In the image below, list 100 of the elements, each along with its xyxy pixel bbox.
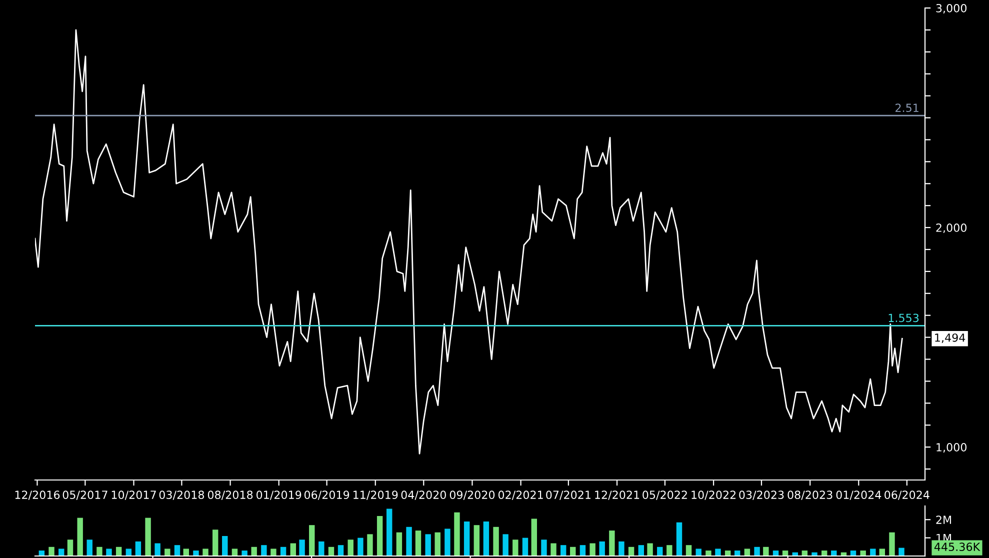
x-tick-label: 05/2017	[62, 490, 108, 500]
x-tick-label: 10/2022	[692, 490, 736, 500]
bar	[77, 518, 83, 556]
x-tick-label: 05/2022	[642, 490, 687, 500]
bar	[116, 546, 122, 556]
text: 1,494	[935, 333, 966, 343]
bar	[483, 521, 490, 556]
y-tick-label: 2,000	[936, 224, 966, 234]
bar	[531, 518, 537, 556]
bar	[754, 546, 760, 556]
bar	[58, 548, 64, 556]
bar	[464, 521, 470, 556]
bar	[367, 534, 373, 556]
y-tick-label: 2M	[936, 516, 951, 524]
bar	[860, 550, 866, 556]
bar	[242, 550, 248, 556]
bar	[212, 530, 218, 556]
bar	[86, 540, 92, 556]
bar	[222, 536, 228, 556]
bar	[706, 550, 712, 556]
bar	[299, 540, 305, 556]
bar	[358, 538, 364, 556]
x-tick-label: 01/2019	[256, 490, 302, 500]
bar	[657, 546, 663, 556]
bar	[666, 545, 672, 556]
bar	[618, 541, 624, 556]
bar	[154, 543, 160, 556]
bar	[261, 545, 267, 556]
bar	[202, 548, 208, 556]
bar	[763, 546, 769, 556]
x-tick-label: 03/2018	[159, 490, 204, 500]
bar	[474, 525, 480, 556]
bar	[126, 548, 132, 556]
bar	[512, 540, 518, 556]
bar	[164, 548, 170, 556]
bar	[67, 540, 74, 556]
bar	[676, 522, 682, 556]
bar	[889, 532, 895, 556]
x-tick-label: 01/2024	[836, 490, 882, 500]
bar	[251, 546, 257, 556]
y-tick-label: 1,000	[936, 443, 966, 453]
bar	[318, 541, 324, 556]
bar	[290, 543, 296, 556]
bar	[686, 545, 692, 556]
bar	[135, 541, 142, 556]
y-tick-label: 3,000	[936, 4, 966, 14]
annotation: 2.51	[896, 104, 918, 112]
bar	[696, 548, 702, 556]
bar	[599, 541, 605, 556]
bar	[183, 548, 189, 556]
bar	[425, 534, 431, 556]
bar	[193, 550, 199, 556]
bar	[638, 545, 644, 556]
bar	[628, 546, 634, 556]
bar	[580, 545, 586, 556]
bar	[570, 546, 576, 556]
bar	[309, 525, 315, 556]
bar	[406, 526, 412, 556]
x-tick-label: 02/2021	[498, 490, 543, 500]
bar	[502, 534, 508, 556]
bar	[434, 532, 440, 556]
bar	[590, 543, 596, 556]
bar	[386, 508, 392, 556]
bar	[270, 548, 276, 556]
bar	[550, 543, 556, 556]
x-tick-label: 04/2020	[401, 490, 446, 500]
bar	[348, 540, 354, 556]
x-tick-label: 03/2023	[739, 490, 784, 500]
bar	[145, 518, 151, 556]
x-tick-label: 08/2018	[208, 490, 253, 500]
bar	[454, 512, 460, 556]
bar	[870, 548, 876, 556]
bar	[493, 526, 499, 556]
bar	[715, 548, 721, 556]
bar	[560, 545, 566, 556]
x-tick-label: 12/2021	[595, 490, 640, 500]
bar	[174, 545, 180, 556]
bar	[106, 548, 112, 556]
bar	[376, 516, 383, 556]
bar	[415, 530, 422, 556]
x-tick-label: 10/2017	[112, 490, 156, 500]
x-tick-label: 08/2023	[788, 490, 832, 500]
x-tick-label: 06/2024	[884, 490, 930, 500]
x-tick-label: 11/2019	[354, 490, 398, 500]
bar	[647, 543, 653, 556]
bar	[879, 548, 885, 556]
bar	[396, 532, 402, 556]
bar	[48, 546, 54, 556]
x-tick-label: 12/2016	[15, 490, 60, 500]
bar	[444, 528, 450, 556]
bar	[96, 546, 102, 556]
x-tick-label: 07/2021	[546, 490, 590, 500]
text: 445.36K	[934, 542, 980, 552]
bar	[898, 548, 904, 556]
bar	[609, 530, 615, 556]
x-tick-label: 09/2020	[450, 490, 495, 500]
bar	[232, 548, 238, 556]
bar	[522, 538, 528, 556]
bar	[541, 540, 547, 556]
bar	[328, 546, 334, 556]
